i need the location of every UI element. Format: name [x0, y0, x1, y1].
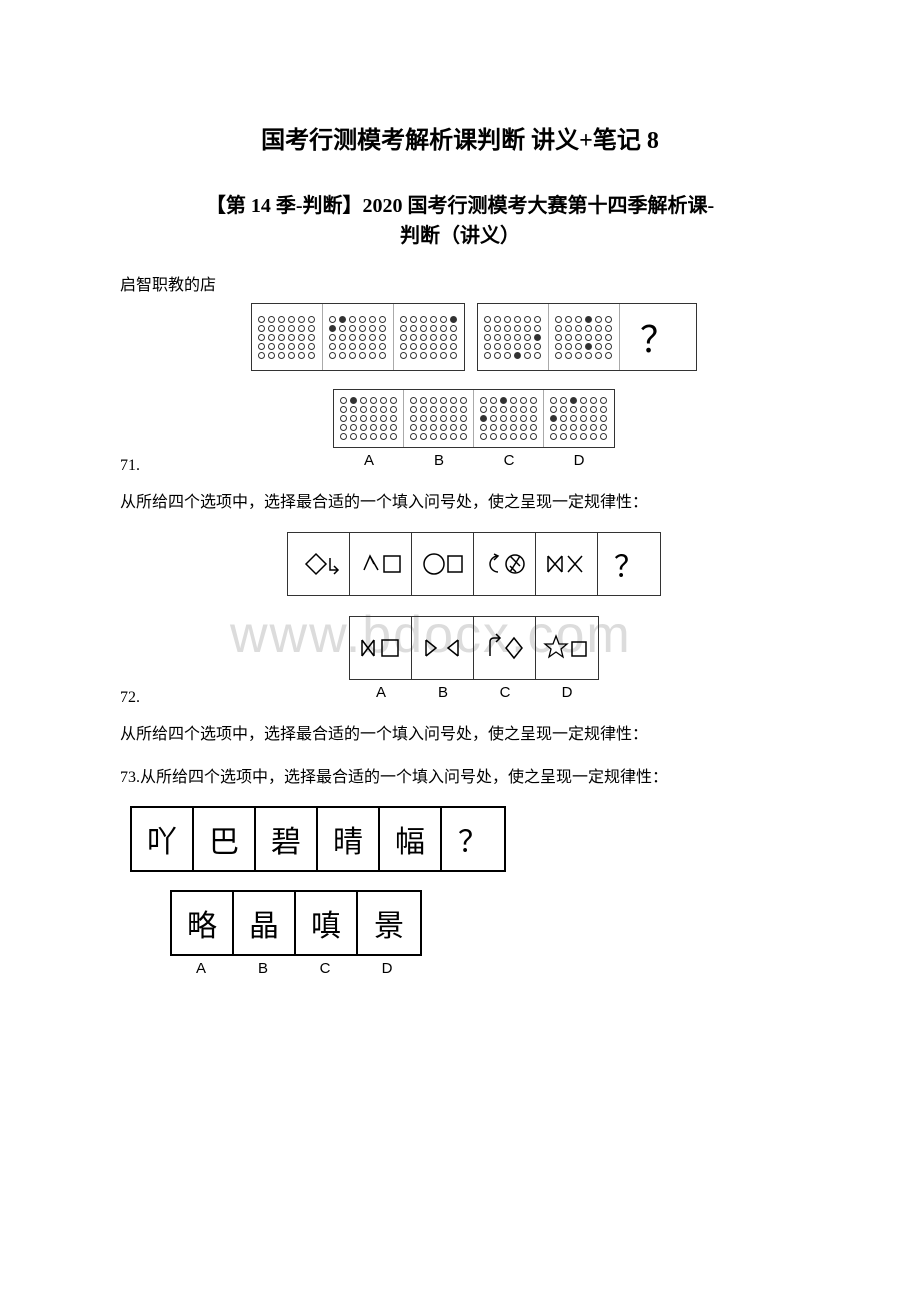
page-title: 国考行测模考解析课判断 讲义+笔记 8: [120, 120, 800, 155]
dot-cell: [334, 390, 404, 447]
dot-cell: [404, 390, 474, 447]
q72-label-b: B: [412, 684, 474, 701]
q73-char-5: 幅: [380, 808, 442, 870]
q71-instruction: 从所给四个选项中，选择最合适的一个填入问号处，使之呈现一定规律性：: [120, 489, 800, 518]
q72-opt-a: [350, 617, 412, 679]
q73-opt-d: 景: [358, 892, 420, 954]
q72-opt-c: [474, 617, 536, 679]
dot-cell: [478, 304, 549, 370]
shop-note: 启智职教的店: [120, 271, 800, 295]
q72-cell-1: [288, 533, 350, 595]
q73-instruction: 73.从所给四个选项中，选择最合适的一个填入问号处，使之呈现一定规律性：: [120, 764, 800, 793]
dot-cell: [549, 304, 620, 370]
q72-opt-b: [412, 617, 474, 679]
q72-opt-d: [536, 617, 598, 679]
q71-line: 71. ？ A B C D: [120, 303, 800, 475]
q72-figure: ？ A B C D: [148, 532, 800, 701]
q73-label-c: C: [294, 960, 356, 977]
q72-label-d: D: [536, 684, 598, 701]
q73-char-3: 碧: [256, 808, 318, 870]
q73-options-row: 略 晶 嗔 景: [170, 890, 422, 956]
q73-figure: 吖 巴 碧 晴 幅 ？ 略 晶 嗔 景 A B C D: [130, 806, 800, 977]
q71-label-b: B: [404, 452, 474, 469]
q72-cell-4: [474, 533, 536, 595]
q73-char-2: 巴: [194, 808, 256, 870]
dot-cell: [544, 390, 614, 447]
q72-cell-2: [350, 533, 412, 595]
q73-question-row: 吖 巴 碧 晴 幅 ？: [130, 806, 506, 872]
q72-number: 72.: [120, 689, 140, 707]
dot-cell: [252, 304, 323, 370]
q72-line: 72. ？: [120, 532, 800, 707]
section-subtitle: 【第 14 季-判断】2020 国考行测模考大赛第十四季解析课- 判断（讲义）: [120, 191, 800, 251]
q72-question-row: ？: [287, 532, 661, 596]
q71-label-c: C: [474, 452, 544, 469]
q72-label-c: C: [474, 684, 536, 701]
q73-opt-c: 嗔: [296, 892, 358, 954]
q73-label-b: B: [232, 960, 294, 977]
qmark-cell: ？: [620, 304, 696, 370]
q72-instruction: 从所给四个选项中，选择最合适的一个填入问号处，使之呈现一定规律性：: [120, 721, 800, 750]
q73-label-a: A: [170, 960, 232, 977]
dot-cell: [394, 304, 464, 370]
q73-char-1: 吖: [132, 808, 194, 870]
subtitle-line1: 【第 14 季-判断】2020 国考行测模考大赛第十四季解析课-: [206, 195, 714, 217]
q73-label-d: D: [356, 960, 418, 977]
q71-label-a: A: [334, 452, 404, 469]
dot-cell: [474, 390, 544, 447]
q71-figure: ？ A B C D: [148, 303, 800, 469]
q71-number: 71.: [120, 457, 140, 475]
q72-cell-5: [536, 533, 598, 595]
q73-opt-a: 略: [172, 892, 234, 954]
q73-char-qmark: ？: [442, 808, 504, 870]
q72-cell-3: [412, 533, 474, 595]
q72-options-row: [349, 616, 599, 680]
q72-cell-qmark: ？: [598, 533, 660, 595]
q73-char-4: 晴: [318, 808, 380, 870]
subtitle-line2: 判断（讲义）: [400, 225, 520, 247]
q71-label-d: D: [544, 452, 614, 469]
q72-label-a: A: [350, 684, 412, 701]
q73-opt-b: 晶: [234, 892, 296, 954]
dot-cell: [323, 304, 394, 370]
